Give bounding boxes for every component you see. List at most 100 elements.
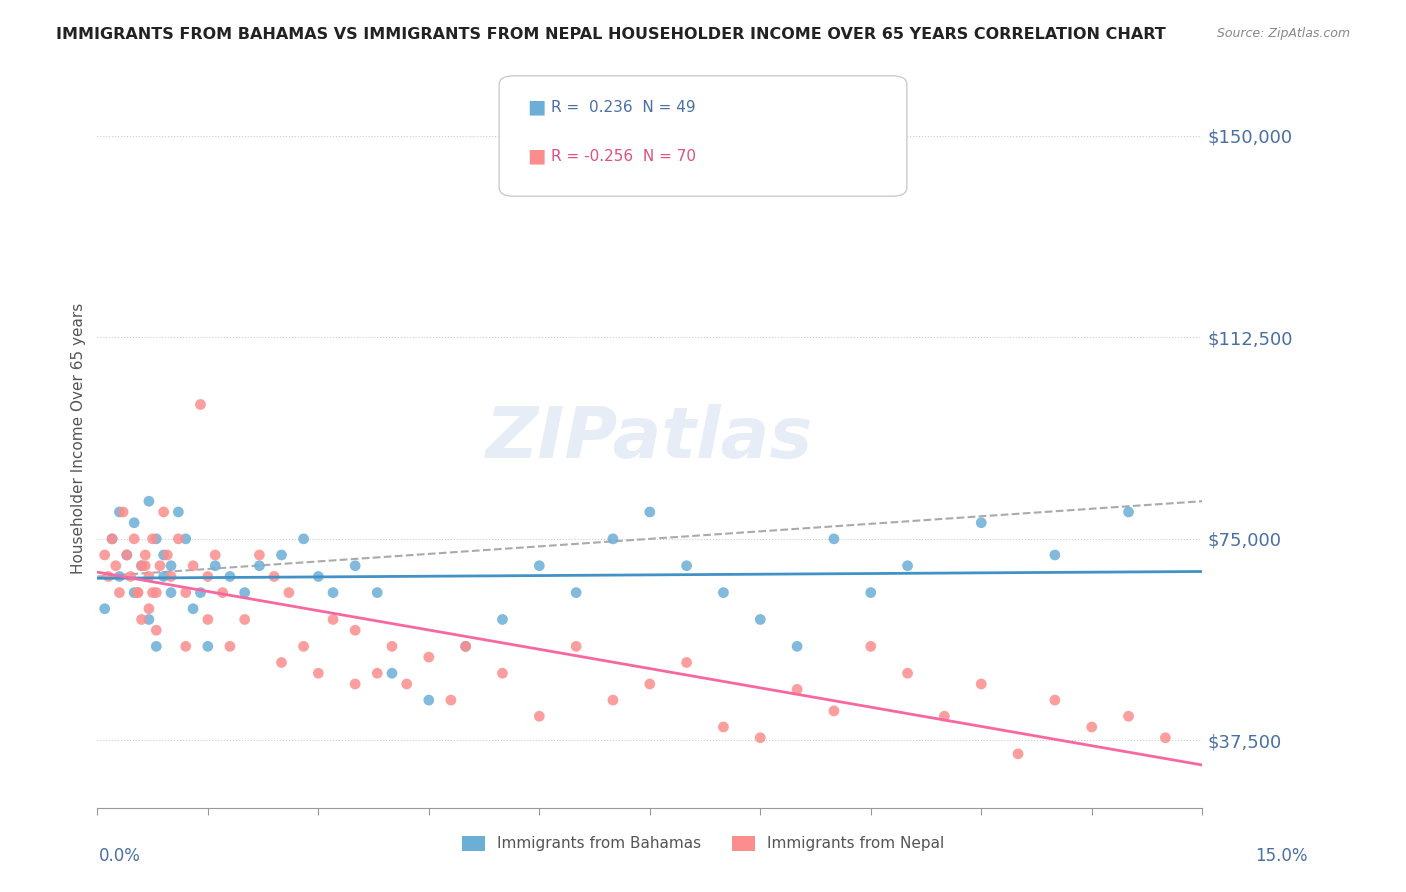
Point <box>529 709 551 723</box>
Point <box>122 532 145 546</box>
Point <box>263 569 285 583</box>
Point <box>160 585 183 599</box>
Point <box>565 640 588 654</box>
Point <box>181 601 204 615</box>
Point <box>247 548 270 562</box>
Point <box>1154 731 1177 745</box>
Point <box>934 709 956 723</box>
Point <box>1118 709 1140 723</box>
Point <box>529 558 551 573</box>
Text: 15.0%: 15.0% <box>1256 847 1308 865</box>
Text: ■: ■ <box>527 146 546 166</box>
Point <box>145 532 167 546</box>
Point <box>292 532 315 546</box>
Point <box>602 693 624 707</box>
Point <box>749 612 772 626</box>
Point <box>1043 548 1066 562</box>
Point <box>307 666 329 681</box>
Point <box>713 585 735 599</box>
Point <box>247 558 270 573</box>
Point <box>115 548 138 562</box>
Text: R =  0.236  N = 49: R = 0.236 N = 49 <box>551 100 696 114</box>
Point <box>307 569 329 583</box>
Point <box>638 677 661 691</box>
Point <box>491 612 513 626</box>
Point <box>145 640 167 654</box>
Point <box>149 558 172 573</box>
Point <box>101 532 124 546</box>
Point <box>145 585 167 599</box>
Point <box>97 569 120 583</box>
Point <box>366 585 388 599</box>
Text: 0.0%: 0.0% <box>98 847 141 865</box>
Point <box>713 720 735 734</box>
Text: IMMIGRANTS FROM BAHAMAS VS IMMIGRANTS FROM NEPAL HOUSEHOLDER INCOME OVER 65 YEAR: IMMIGRANTS FROM BAHAMAS VS IMMIGRANTS FR… <box>56 27 1166 42</box>
Point <box>786 640 808 654</box>
Point <box>418 693 440 707</box>
Point <box>152 569 174 583</box>
Point <box>108 569 131 583</box>
Point <box>122 516 145 530</box>
Point <box>160 558 183 573</box>
Point <box>112 505 135 519</box>
Point <box>859 585 882 599</box>
Point <box>156 548 179 562</box>
Point <box>897 558 920 573</box>
Point <box>322 585 344 599</box>
Point <box>233 612 256 626</box>
Point <box>138 601 160 615</box>
Point <box>1118 505 1140 519</box>
Point <box>440 693 463 707</box>
Point <box>120 569 142 583</box>
Point <box>131 558 153 573</box>
Point <box>270 656 292 670</box>
Point <box>160 569 183 583</box>
Point <box>108 505 131 519</box>
Point <box>131 558 153 573</box>
Point <box>219 569 242 583</box>
Point <box>418 650 440 665</box>
Point <box>174 532 197 546</box>
Point <box>970 677 993 691</box>
Point <box>190 585 212 599</box>
Point <box>565 585 588 599</box>
Point <box>127 585 149 599</box>
Point <box>138 569 160 583</box>
Point <box>204 558 226 573</box>
Point <box>749 731 772 745</box>
Point <box>395 677 418 691</box>
Point <box>270 548 292 562</box>
Point <box>101 532 124 546</box>
Point <box>131 612 153 626</box>
Point <box>322 612 344 626</box>
Point <box>122 585 145 599</box>
Text: R = -0.256  N = 70: R = -0.256 N = 70 <box>551 149 696 163</box>
Point <box>1043 693 1066 707</box>
Point <box>142 585 165 599</box>
Point <box>138 494 160 508</box>
Point <box>104 558 127 573</box>
Point <box>381 640 404 654</box>
Point <box>204 548 226 562</box>
Point <box>127 585 149 599</box>
Point <box>108 585 131 599</box>
Point <box>638 505 661 519</box>
Point <box>197 640 219 654</box>
Point <box>134 558 156 573</box>
Point <box>292 640 315 654</box>
Point <box>181 558 204 573</box>
Point <box>190 397 212 411</box>
Point <box>344 677 367 691</box>
Point <box>219 640 242 654</box>
Point <box>823 704 845 718</box>
Point <box>145 624 167 638</box>
Point <box>211 585 233 599</box>
Point <box>675 656 697 670</box>
Point <box>142 532 165 546</box>
Point <box>174 585 197 599</box>
Point <box>1080 720 1102 734</box>
Point <box>93 548 115 562</box>
Point <box>823 532 845 546</box>
Point <box>897 666 920 681</box>
Point <box>491 666 513 681</box>
